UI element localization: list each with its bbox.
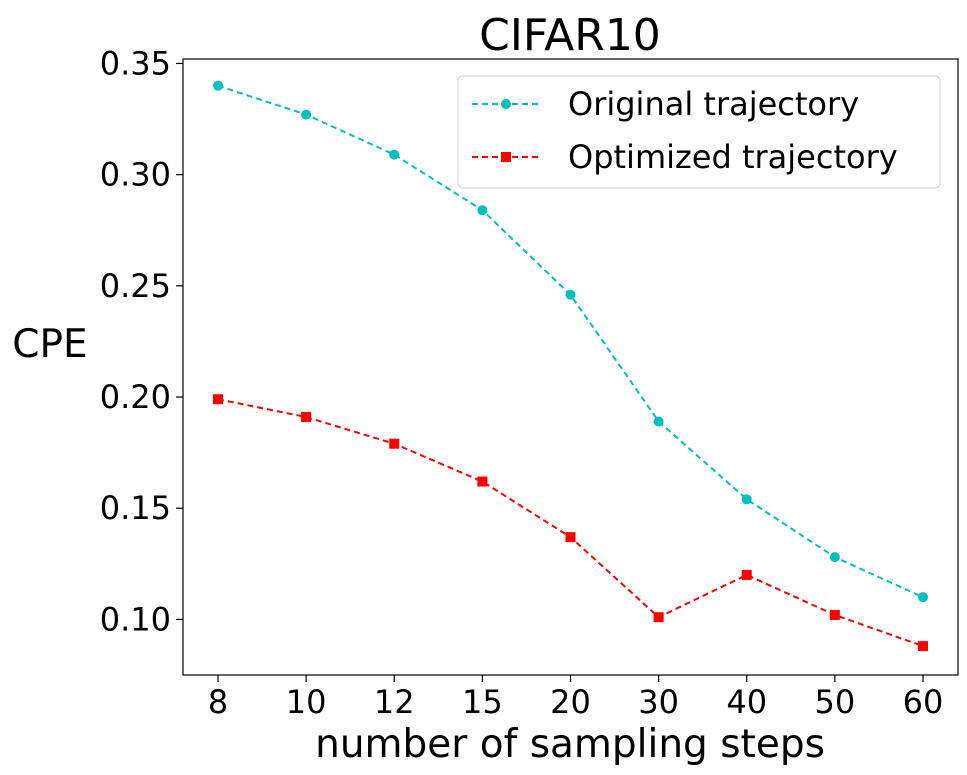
- axis-ticks: 8 10 12 15 20 30 40 50 60 0.10 0.15 0.20 0.25 0.30 0.3…: [100, 44, 944, 721]
- data-point: [389, 149, 400, 160]
- data-point: [829, 609, 840, 620]
- data-point: [477, 476, 488, 487]
- x-tick-label: 8: [208, 683, 228, 721]
- x-tick-label: 30: [638, 683, 679, 721]
- x-tick-label: 15: [462, 683, 503, 721]
- data-point: [213, 80, 223, 91]
- legend: Original trajectory Optimized trajectory: [457, 75, 941, 189]
- x-axis-label: number of sampling steps: [315, 722, 825, 767]
- x-tick-label: 20: [550, 683, 591, 721]
- data-point: [653, 416, 664, 427]
- data-point: [301, 109, 312, 120]
- legend-frame: [457, 75, 941, 189]
- legend-label: Original trajectory: [568, 85, 859, 123]
- series-line: [217, 398, 924, 648]
- y-tick-label: 0.25: [100, 267, 171, 305]
- data-point: [301, 412, 312, 423]
- data-point: [829, 552, 840, 563]
- x-tick-label: 12: [374, 683, 415, 721]
- legend-item: Optimized trajectory: [472, 138, 898, 176]
- data-point: [918, 592, 928, 603]
- series-layer: [213, 80, 928, 652]
- x-tick-label: 60: [903, 683, 944, 721]
- y-axis-label: CPE: [12, 322, 87, 367]
- legend-item: Original trajectory: [472, 85, 859, 123]
- data-point: [653, 612, 664, 623]
- data-point: [741, 569, 752, 580]
- x-tick-label: 40: [726, 683, 767, 721]
- data-point: [477, 205, 488, 216]
- data-point: [389, 438, 400, 449]
- y-tick-label: 0.30: [100, 156, 171, 194]
- series-1: [213, 80, 928, 603]
- data-point: [565, 289, 576, 300]
- chart-title: CIFAR10: [479, 10, 661, 61]
- data-point: [918, 641, 928, 652]
- data-point: [741, 494, 752, 505]
- data-point: [565, 532, 576, 543]
- y-tick-label: 0.10: [100, 600, 171, 638]
- y-tick-label: 0.35: [100, 44, 171, 82]
- data-point: [213, 394, 223, 405]
- y-tick-label: 0.15: [100, 489, 171, 527]
- series-2: [213, 394, 928, 652]
- x-tick-label: 10: [286, 683, 327, 721]
- legend-label: Optimized trajectory: [568, 138, 898, 176]
- y-tick-label: 0.20: [100, 378, 171, 416]
- legend-marker: [501, 99, 511, 109]
- legend-marker: [501, 152, 511, 162]
- x-tick-label: 50: [815, 683, 856, 721]
